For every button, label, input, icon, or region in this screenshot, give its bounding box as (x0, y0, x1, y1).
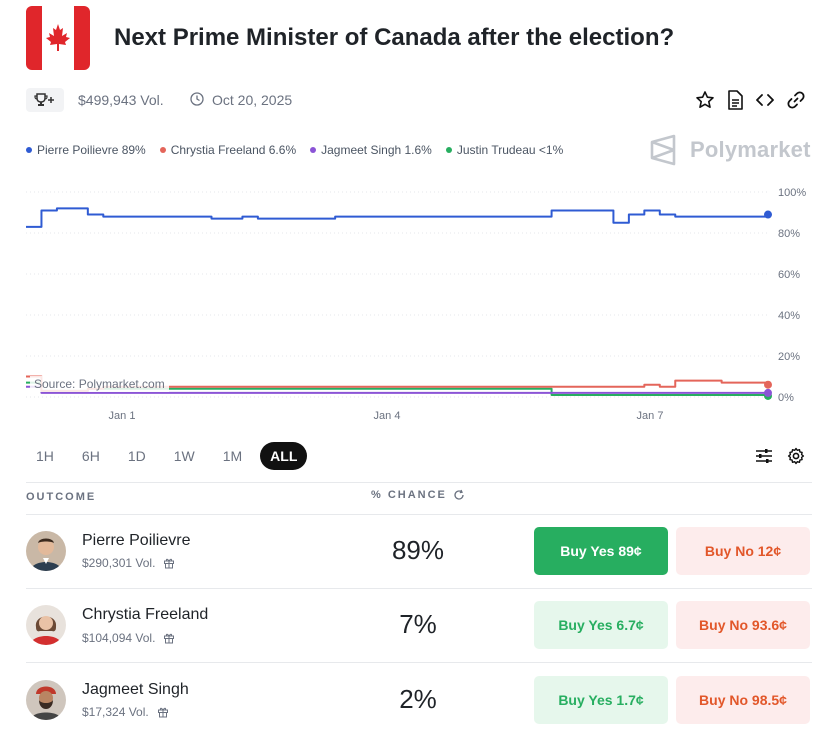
polymarket-logo-icon (650, 134, 676, 166)
buy-no-button[interactable]: Buy No 93.6¢ (676, 601, 810, 649)
polymarket-wordmark: Polymarket (690, 137, 811, 162)
y-tick-label: 100% (778, 187, 806, 199)
series-line-jagmeet-singh (26, 385, 768, 394)
canada-flag-icon (26, 6, 90, 70)
sliders-icon[interactable] (754, 446, 774, 466)
y-tick-label: 40% (778, 310, 800, 322)
trophy-icon[interactable] (26, 88, 64, 112)
avatar (26, 605, 66, 645)
range-button-1d[interactable]: 1D (127, 448, 146, 464)
time-range-selector: 1H 6H 1D 1W 1M ALL (26, 442, 315, 470)
x-tick-label: Jan 7 (637, 410, 664, 422)
chance-column-header: % CHANCE (371, 489, 465, 501)
buy-yes-button[interactable]: Buy Yes 6.7¢ (534, 601, 668, 649)
legend-item: Jagmeet Singh 1.6% (310, 143, 432, 157)
outcome-volume-text: $104,094 Vol. (82, 631, 156, 645)
outcome-chance: 89% (391, 535, 445, 565)
polymarket-logo: Polymarket (648, 134, 811, 166)
divider (26, 588, 812, 589)
y-tick-label: 60% (778, 269, 800, 281)
link-icon[interactable] (786, 90, 806, 110)
chart-source: Source: Polymarket.com (30, 376, 169, 392)
gift-icon[interactable] (163, 557, 175, 569)
legend-label: Jagmeet Singh 1.6% (321, 143, 432, 157)
outcome-volume-text: $290,301 Vol. (82, 556, 156, 570)
chart-legend: Pierre Poilievre 89% Chrystia Freeland 6… (26, 143, 563, 157)
refresh-icon[interactable] (453, 489, 465, 501)
avatar (26, 531, 66, 571)
outcome-volume: $17,324 Vol. (82, 705, 169, 719)
buy-yes-button[interactable]: Buy Yes 89¢ (534, 527, 668, 575)
outcome-chance: 2% (399, 684, 437, 714)
x-tick-label: Jan 1 (109, 410, 136, 422)
y-tick-label: 0% (778, 392, 794, 404)
legend-label: Justin Trudeau <1% (456, 143, 564, 157)
legend-item: Pierre Poilievre 89% (26, 143, 146, 157)
gift-icon[interactable] (163, 632, 175, 644)
document-icon[interactable] (725, 90, 745, 110)
outcome-volume: $104,094 Vol. (82, 631, 175, 645)
divider (26, 662, 812, 663)
legend-dot (26, 147, 32, 153)
divider (26, 482, 812, 483)
outcome-volume: $290,301 Vol. (82, 556, 175, 570)
buy-yes-button[interactable]: Buy Yes 1.7¢ (534, 676, 668, 724)
outcome-name[interactable]: Jagmeet Singh (82, 681, 189, 698)
market-title: Next Prime Minister of Canada after the … (114, 24, 675, 51)
total-volume: $499,943 Vol. (78, 92, 164, 108)
settings-gear-icon[interactable] (786, 446, 806, 466)
range-button-all[interactable]: ALL (260, 442, 308, 470)
buy-no-button[interactable]: Buy No 12¢ (676, 527, 810, 575)
price-history-chart[interactable]: 100% 80% 60% 40% 20% 0% Jan 1 Jan 4 Jan 7 (0, 180, 838, 430)
outcome-column-header: OUTCOME (26, 491, 97, 503)
legend-label: Pierre Poilievre 89% (37, 143, 146, 157)
range-button-1m[interactable]: 1M (222, 448, 243, 464)
buy-no-button[interactable]: Buy No 98.5¢ (676, 676, 810, 724)
x-tick-label: Jan 4 (374, 410, 401, 422)
outcome-name[interactable]: Chrystia Freeland (82, 606, 209, 623)
range-button-1w[interactable]: 1W (173, 448, 195, 464)
outcome-chance: 7% (399, 609, 437, 639)
gift-icon[interactable] (157, 706, 169, 718)
divider (26, 514, 812, 515)
embed-code-icon[interactable] (755, 90, 775, 110)
star-icon[interactable] (695, 90, 715, 110)
chance-header-label: % CHANCE (371, 489, 447, 501)
legend-dot (445, 147, 452, 153)
series-end-point (764, 210, 772, 219)
legend-item: Chrystia Freeland 6.6% (159, 143, 297, 157)
legend-item: Justin Trudeau <1% (445, 143, 564, 157)
legend-dot (159, 147, 166, 153)
end-date: Oct 20, 2025 (212, 92, 293, 108)
clock-icon (190, 92, 204, 106)
avatar (26, 680, 66, 720)
series-end-point (764, 388, 772, 397)
series-line-pierre-poilievre (26, 207, 769, 228)
outcome-volume-text: $17,324 Vol. (82, 705, 149, 719)
y-tick-label: 20% (778, 351, 800, 363)
range-button-1h[interactable]: 1H (36, 448, 54, 464)
legend-dot (310, 147, 317, 153)
series-end-point (764, 380, 772, 389)
y-tick-label: 80% (778, 228, 800, 240)
outcome-name[interactable]: Pierre Poilievre (82, 532, 191, 549)
legend-label: Chrystia Freeland 6.6% (170, 143, 297, 157)
range-button-6h[interactable]: 6H (81, 448, 100, 464)
